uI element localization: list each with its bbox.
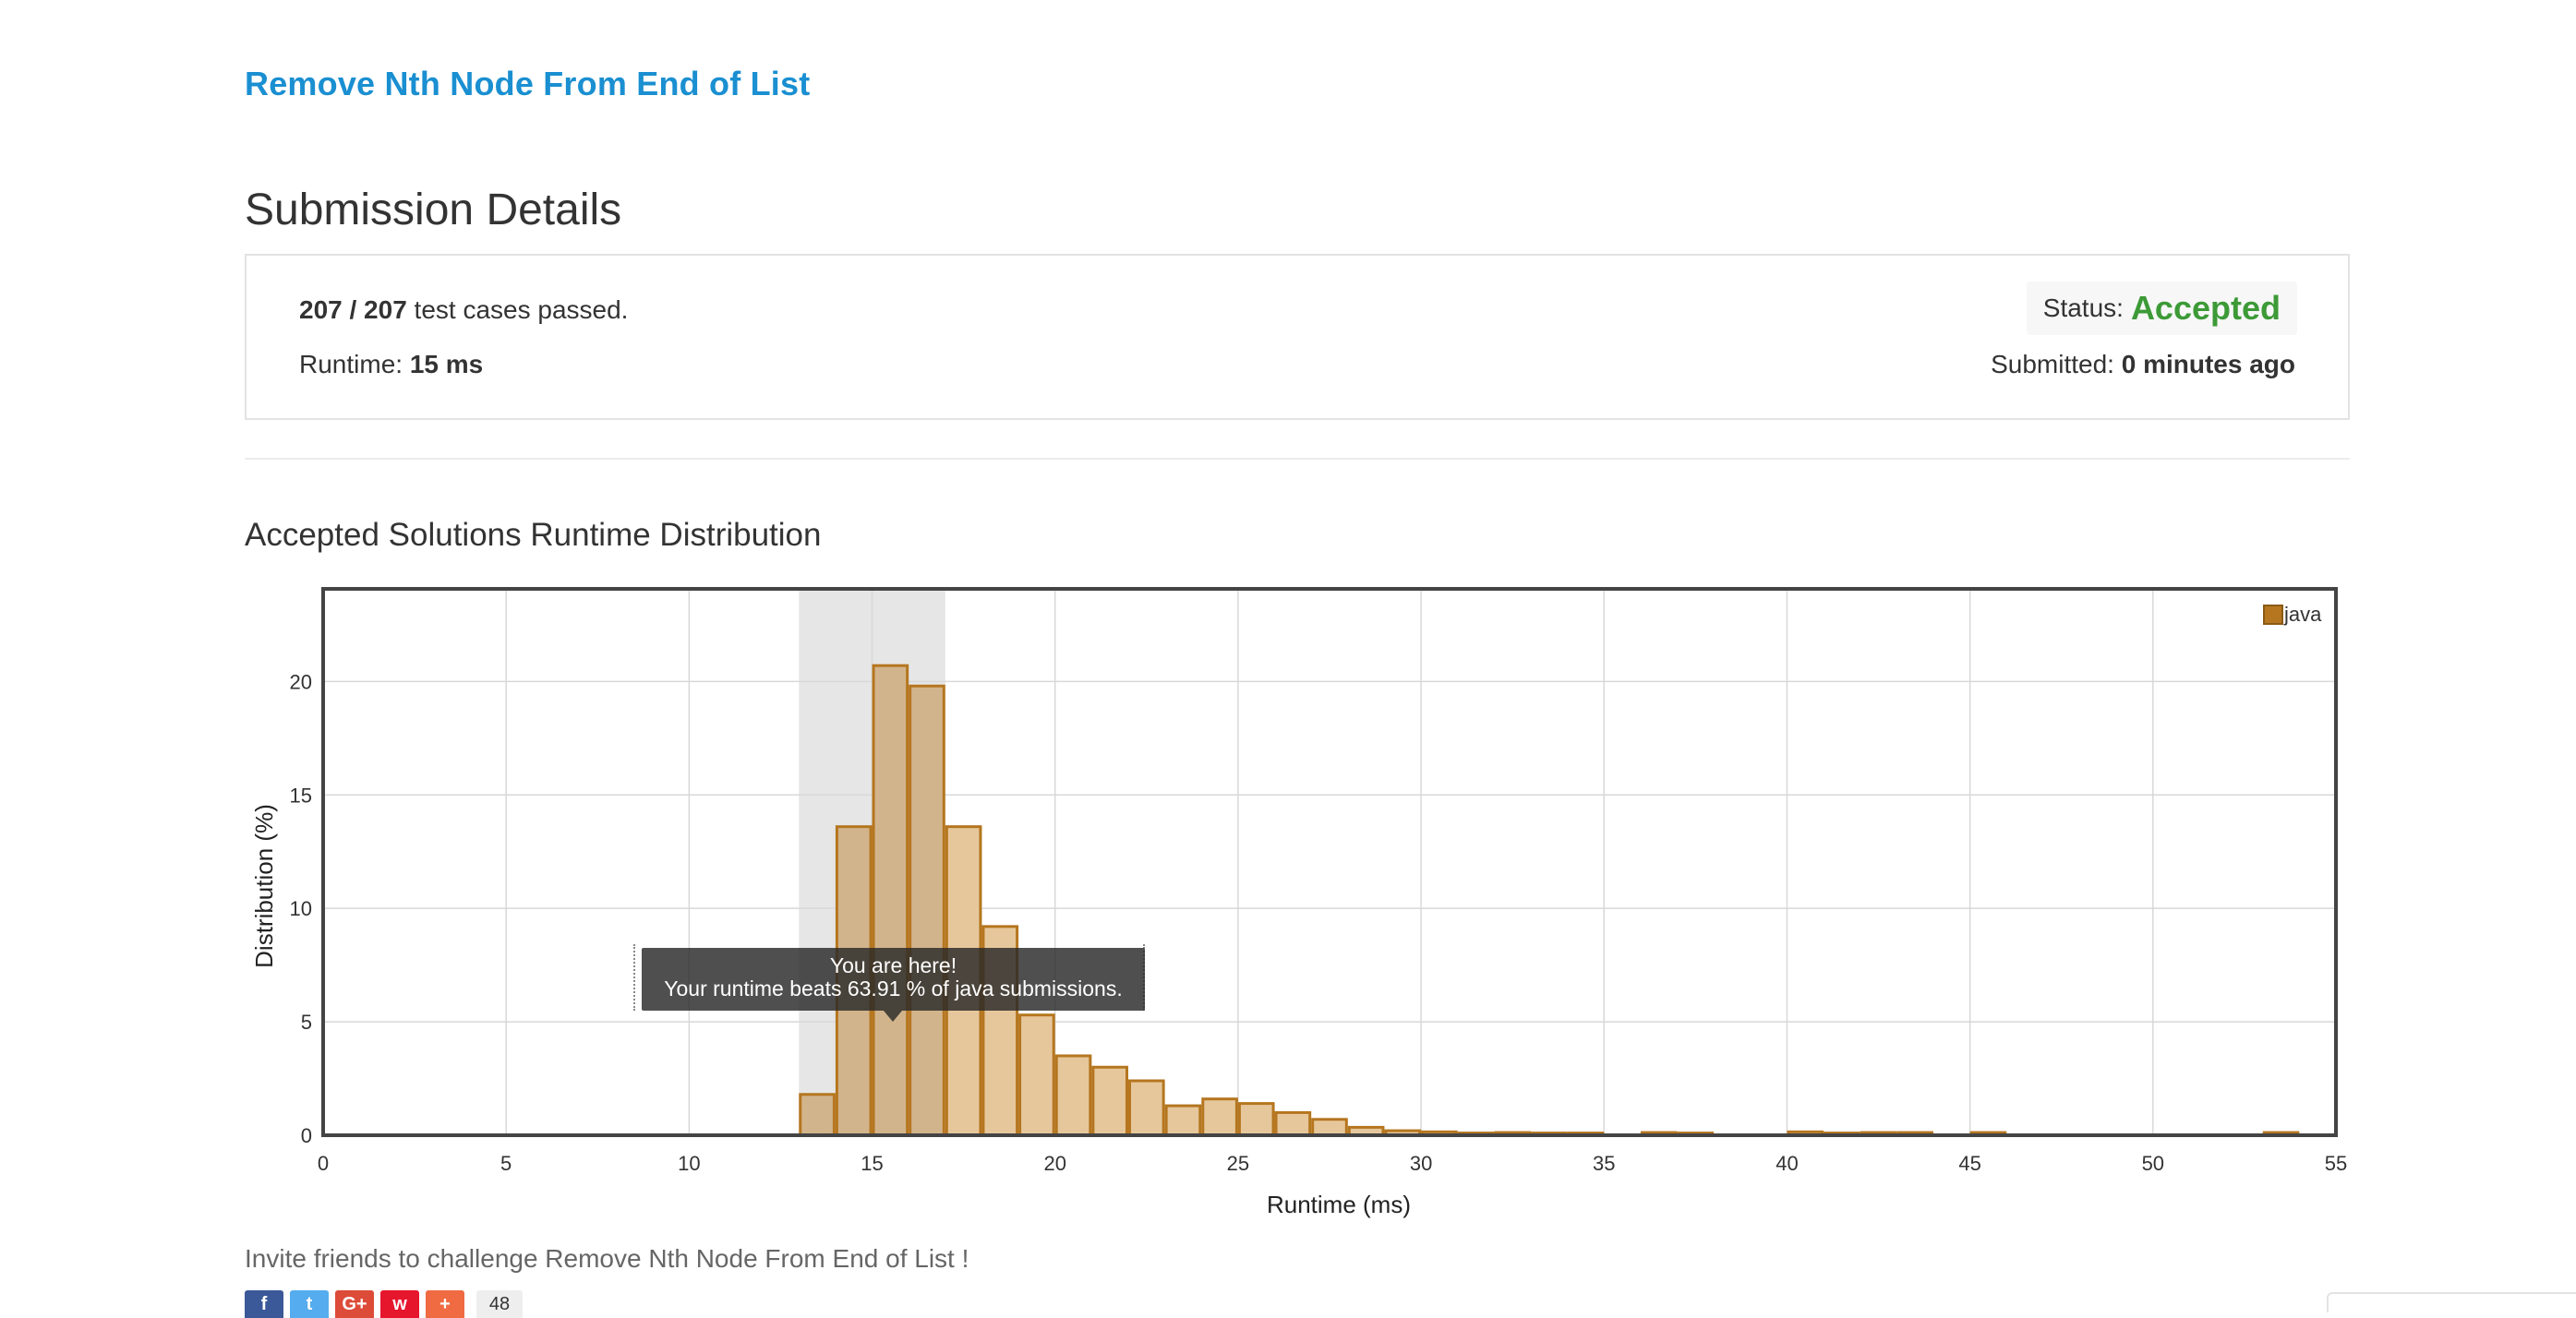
y-tick-label: 0 [301, 1124, 312, 1147]
x-tick-label: 30 [1410, 1152, 1432, 1175]
tooltip-line-1: You are here! [829, 953, 957, 977]
facebook-share-icon[interactable]: f [245, 1290, 283, 1318]
y-tick-label: 20 [290, 670, 312, 693]
histogram-bar [909, 684, 945, 1137]
submitted-value: 0 minutes ago [2121, 350, 2295, 378]
histogram-bar [1054, 1054, 1092, 1137]
google-plus-share-icon[interactable]: G+ [335, 1290, 374, 1318]
histogram-bar [1128, 1079, 1165, 1137]
plot-frame [321, 587, 2338, 1137]
runtime-summary: Runtime: 15 ms [299, 350, 483, 379]
your-runtime-tooltip: You are here! Your runtime beats 63.91 %… [642, 948, 1145, 1022]
test-cases-label: test cases passed. [406, 295, 629, 324]
runtime-value: 15 ms [409, 350, 484, 378]
distribution-title: Accepted Solutions Runtime Distribution [245, 517, 822, 553]
histogram-bar [872, 664, 909, 1137]
test-cases-count: 207 / 207 [299, 295, 407, 324]
tooltip-line-2: Your runtime beats 63.91 % of java submi… [664, 977, 1123, 1000]
x-tick-label: 55 [2325, 1152, 2347, 1175]
x-tick-label: 10 [678, 1152, 700, 1175]
corner-widget [2327, 1292, 2576, 1312]
chart-svg: 0 5 10 15 20 25 30 35 40 45 50 55 0 5 10 15 20 Runtime (m… [250, 587, 2347, 1218]
status-display: Status: Accepted [2026, 282, 2297, 335]
x-tick-label: 35 [1593, 1152, 1615, 1175]
histogram-bar [1201, 1097, 1238, 1137]
x-tick-label: 40 [1776, 1152, 1798, 1175]
x-tick-label: 20 [1043, 1152, 1065, 1175]
share-buttons: f t G+ w + 48 [245, 1290, 523, 1318]
runtime-distribution-chart[interactable]: 0 5 10 15 20 25 30 35 40 45 50 55 0 5 10 15 20 Runtime (m… [245, 572, 2368, 1218]
histogram-bar [1018, 1013, 1055, 1137]
submission-details-box: 207 / 207 test cases passed. Runtime: 15… [245, 254, 2350, 420]
x-tick-label: 0 [318, 1152, 329, 1175]
legend-swatch [2263, 605, 2283, 625]
y-axis-label: Distribution (%) [250, 804, 278, 968]
histogram-bar [1164, 1104, 1202, 1137]
test-cases-summary: 207 / 207 test cases passed. [299, 295, 628, 325]
weibo-share-icon[interactable]: w [380, 1290, 419, 1318]
plus-share-icon[interactable]: + [426, 1290, 464, 1318]
histogram-bar [1091, 1065, 1129, 1137]
x-tick-label: 50 [2142, 1152, 2164, 1175]
x-tick-label: 15 [861, 1152, 883, 1175]
x-tick-label: 45 [1958, 1152, 1980, 1175]
histogram-bar [1311, 1118, 1348, 1137]
submitted-time: Submitted: 0 minutes ago [1991, 350, 2295, 379]
status-accepted-link[interactable]: Accepted [2130, 289, 2281, 327]
y-tick-label: 15 [290, 784, 312, 807]
x-tick-label: 25 [1227, 1152, 1249, 1175]
status-label: Status: [2042, 294, 2124, 322]
problem-title-link[interactable]: Remove Nth Node From End of List [245, 65, 811, 102]
x-tick-label: 5 [500, 1152, 512, 1175]
y-tick-label: 5 [301, 1011, 312, 1034]
section-divider [245, 458, 2350, 460]
y-tick-label: 10 [290, 897, 312, 920]
histogram-bar [799, 1093, 836, 1137]
histogram-bar [1274, 1110, 1312, 1137]
submitted-label: Submitted: [1991, 350, 2122, 378]
x-axis-label: Runtime (ms) [1267, 1191, 1411, 1218]
share-count: 48 [476, 1290, 523, 1318]
invite-text: Invite friends to challenge Remove Nth N… [245, 1244, 969, 1273]
twitter-share-icon[interactable]: t [290, 1290, 329, 1318]
runtime-label: Runtime: [299, 350, 410, 378]
legend-label: java [2283, 603, 2322, 626]
histogram-bar [1237, 1102, 1275, 1137]
page-title: Submission Details [245, 186, 622, 234]
